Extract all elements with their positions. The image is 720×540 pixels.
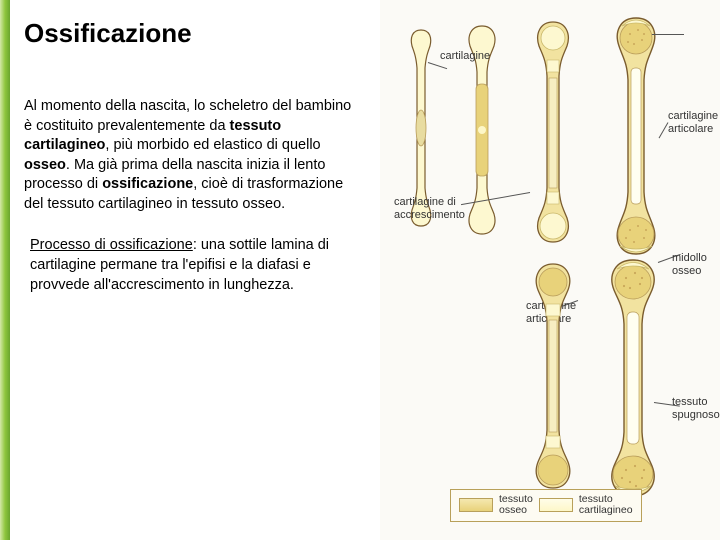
paragraph-1: Al momento della nascita, lo scheletro d… xyxy=(24,97,354,214)
p1-d: osseo xyxy=(24,157,66,173)
bone-stage-4b xyxy=(602,258,664,498)
p2-a: Processo di ossificazione xyxy=(30,237,193,253)
bone-stage-4 xyxy=(608,16,664,256)
text-content: Ossificazione Al momento della nascita, … xyxy=(24,18,374,317)
legend-text-cart: tessuto cartilagineo xyxy=(579,494,633,517)
label-cart-articolare: cartilagine articolare xyxy=(668,110,718,135)
bone-stage-3b xyxy=(528,262,578,490)
bone-stage-3 xyxy=(530,20,576,244)
p1-c: , più morbido ed elastico di quello xyxy=(105,137,320,153)
label-cartilagine: cartilagine xyxy=(440,50,490,63)
p1-a: Al momento della nascita, lo scheletro d… xyxy=(24,98,351,134)
legend-swatch-osseo xyxy=(459,498,493,512)
label-midollo: midollo osseo xyxy=(672,252,707,277)
paragraph-2: Processo di ossificazione: una sottile l… xyxy=(30,236,340,295)
lead-artic-top xyxy=(652,34,684,35)
legend-text-osseo: tessuto osseo xyxy=(499,494,533,517)
p1-f: ossificazione xyxy=(102,176,193,192)
legend: tessuto osseo tessuto cartilagineo xyxy=(450,489,642,522)
label-cart-accrescimento: cartilagine di accrescimento xyxy=(394,196,465,221)
ossification-figure: cartilagine cartilagine di accrescimento… xyxy=(380,0,720,540)
legend-swatch-cart xyxy=(539,498,573,512)
label-tessuto-spugnoso: tessuto spugnoso xyxy=(672,396,720,421)
page-title: Ossificazione xyxy=(24,18,374,49)
accent-bar xyxy=(0,0,10,540)
